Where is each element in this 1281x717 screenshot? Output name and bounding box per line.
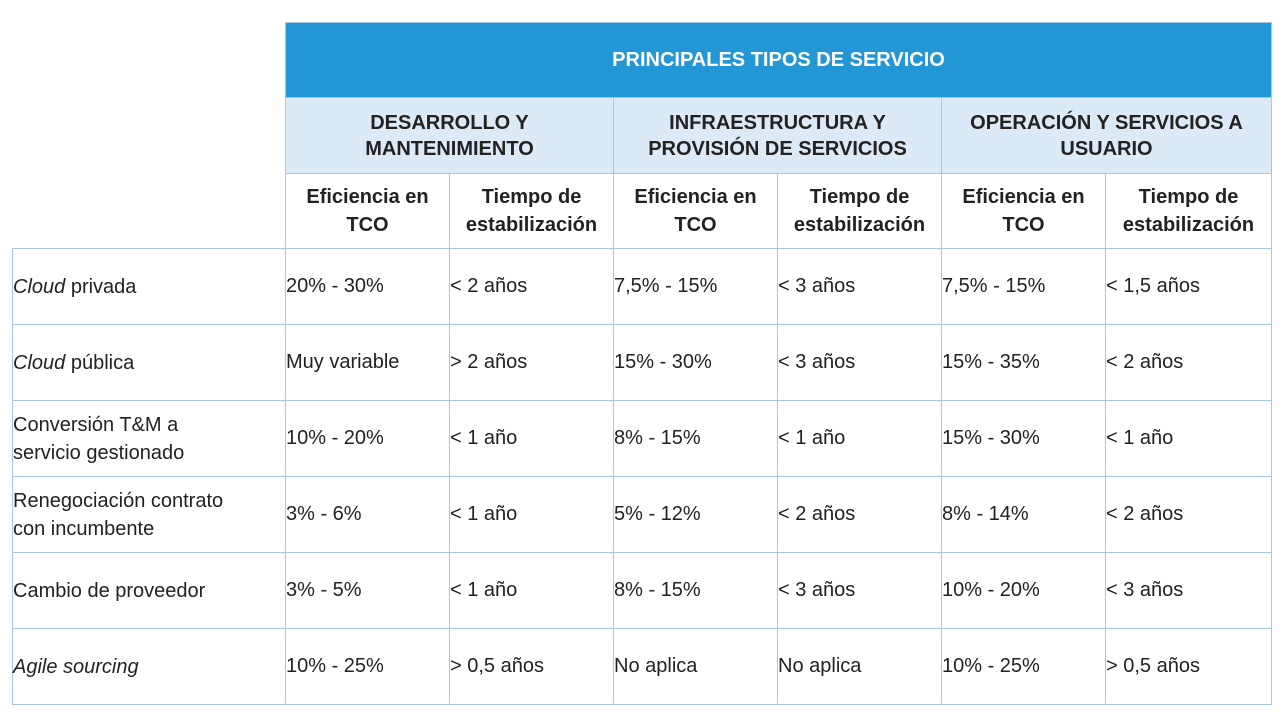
- service-types-table: PRINCIPALES TIPOS DE SERVICIO DESARROLLO…: [12, 22, 1272, 705]
- metric-header-line: Eficiencia en: [634, 186, 757, 208]
- table-row: Agile sourcing 10% - 25% > 0,5 años No a…: [12, 628, 1272, 705]
- metric-header-line: estabilización: [793, 214, 926, 236]
- row-label-italic: Cloud: [13, 275, 66, 298]
- table-cell: > 0,5 años: [449, 628, 614, 705]
- table-cell: 3% - 6%: [285, 476, 450, 553]
- table-row: Cloud pública Muy variable > 2 años 15% …: [12, 324, 1272, 401]
- group-header-line: MANTENIMIENTO: [365, 137, 534, 160]
- table-row: Renegociación contrato con incumbente 3% …: [12, 476, 1272, 553]
- table-title: PRINCIPALES TIPOS DE SERVICIO: [285, 22, 1272, 98]
- table-cell: 7,5% - 15%: [941, 248, 1106, 325]
- table-cell: 5% - 12%: [613, 476, 778, 553]
- metric-header-line: TCO: [346, 214, 389, 236]
- row-label-line: Conversión T&M a: [13, 413, 179, 436]
- group-header-line: OPERACIÓN Y SERVICIOS A: [970, 111, 1243, 134]
- row-label-text: pública: [65, 351, 135, 374]
- metric-header-efficiency: Eficiencia en TCO: [613, 173, 778, 249]
- table-cell: 15% - 30%: [941, 400, 1106, 477]
- table-cell: < 3 años: [777, 552, 942, 629]
- metric-header-stabilization: Tiempo de estabilización: [1105, 173, 1272, 249]
- group-header-desarrollo: DESARROLLO Y MANTENIMIENTO: [285, 97, 614, 174]
- table-cell: < 1 año: [777, 400, 942, 477]
- group-header-operacion: OPERACIÓN Y SERVICIOS A USUARIO: [941, 97, 1272, 174]
- table-cell: < 2 años: [777, 476, 942, 553]
- row-label: Cloud pública: [12, 324, 286, 401]
- table-cell: < 2 años: [1105, 324, 1272, 401]
- table-cell: < 1,5 años: [1105, 248, 1272, 325]
- table-cell: < 1 año: [449, 476, 614, 553]
- table-cell: < 1 año: [449, 400, 614, 477]
- table-cell: < 3 años: [1105, 552, 1272, 629]
- table-row: Cloud privada 20% - 30% < 2 años 7,5% - …: [12, 248, 1272, 325]
- group-header-infraestructura: INFRAESTRUCTURA Y PROVISIÓN DE SERVICIOS: [613, 97, 942, 174]
- metric-header-efficiency: Eficiencia en TCO: [285, 173, 450, 249]
- row-label: Conversión T&M a servicio gestionado: [12, 400, 286, 477]
- row-label: Renegociación contrato con incumbente: [12, 476, 286, 553]
- table-cell: 15% - 35%: [941, 324, 1106, 401]
- table-cell: 7,5% - 15%: [613, 248, 778, 325]
- group-header-line: INFRAESTRUCTURA Y: [669, 111, 886, 134]
- metric-header-line: Tiempo de: [1138, 186, 1239, 208]
- table-row: Cambio de proveedor 3% - 5% < 1 año 8% -…: [12, 552, 1272, 629]
- group-header-line: DESARROLLO Y: [370, 111, 529, 134]
- metric-header-stabilization: Tiempo de estabilización: [449, 173, 614, 249]
- table-cell: < 1 año: [1105, 400, 1272, 477]
- metric-header-line: estabilización: [1122, 214, 1255, 236]
- table-cell: 10% - 25%: [941, 628, 1106, 705]
- table-cell: < 3 años: [777, 324, 942, 401]
- metric-header-line: estabilización: [465, 214, 598, 236]
- table-cell: 8% - 15%: [613, 400, 778, 477]
- row-label-line: Renegociación contrato: [13, 489, 224, 512]
- table-cell: 10% - 20%: [285, 400, 450, 477]
- title-row: PRINCIPALES TIPOS DE SERVICIO: [12, 22, 1272, 249]
- row-label-line: con incumbente: [13, 517, 155, 540]
- table-cell: 8% - 15%: [613, 552, 778, 629]
- row-label-text: privada: [65, 275, 137, 298]
- table-cell: < 3 años: [777, 248, 942, 325]
- row-label-italic: Cloud: [13, 351, 66, 374]
- table-cell: 3% - 5%: [285, 552, 450, 629]
- row-label-italic: Agile sourcing: [13, 655, 139, 678]
- table-cell: 20% - 30%: [285, 248, 450, 325]
- table-cell: No aplica: [613, 628, 778, 705]
- table-cell: > 0,5 años: [1105, 628, 1272, 705]
- metric-header-row: Eficiencia en TCO Tiempo de estabilizaci…: [13, 173, 1272, 249]
- table-cell: No aplica: [777, 628, 942, 705]
- metric-header-stabilization: Tiempo de estabilización: [777, 173, 942, 249]
- metric-header-line: TCO: [1002, 214, 1045, 236]
- group-header-line: USUARIO: [1060, 137, 1153, 160]
- metric-header-line: TCO: [674, 214, 717, 236]
- row-label: Cloud privada: [12, 248, 286, 325]
- table-cell: 15% - 30%: [613, 324, 778, 401]
- row-label: Cambio de proveedor: [12, 552, 286, 629]
- metric-header-line: Tiempo de: [809, 186, 910, 208]
- table-cell: 8% - 14%: [941, 476, 1106, 553]
- metric-header-line: Tiempo de: [481, 186, 582, 208]
- metric-header-line: Eficiencia en: [306, 186, 429, 208]
- table-cell: 10% - 20%: [941, 552, 1106, 629]
- table-cell: < 2 años: [1105, 476, 1272, 553]
- row-label-line: servicio gestionado: [13, 441, 185, 464]
- table-cell: < 1 año: [449, 552, 614, 629]
- table-cell: > 2 años: [449, 324, 614, 401]
- table-cell: 10% - 25%: [285, 628, 450, 705]
- corner-blank-cell: [12, 22, 286, 249]
- table-cell: Muy variable: [285, 324, 450, 401]
- group-header-row: DESARROLLO Y MANTENIMIENTO INFRAESTRUCTU…: [13, 97, 1272, 174]
- table-row: Conversión T&M a servicio gestionado 10% …: [12, 400, 1272, 477]
- group-header-line: PROVISIÓN DE SERVICIOS: [648, 137, 907, 160]
- metric-header-line: Eficiencia en: [962, 186, 1085, 208]
- metric-header-efficiency: Eficiencia en TCO: [941, 173, 1106, 249]
- row-label: Agile sourcing: [12, 628, 286, 705]
- table-cell: < 2 años: [449, 248, 614, 325]
